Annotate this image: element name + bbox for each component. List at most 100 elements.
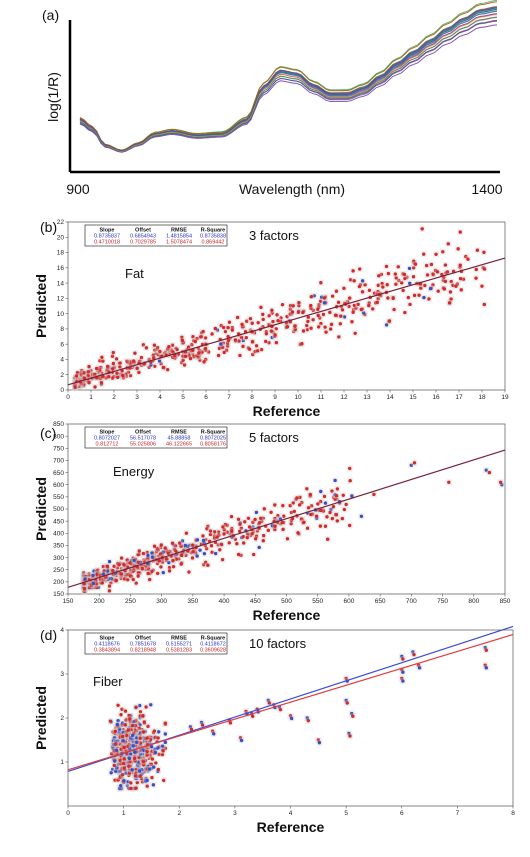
panel-a-xlabel: Wavelength (nm) <box>239 181 345 197</box>
data-point <box>316 307 320 312</box>
data-point <box>227 541 231 545</box>
data-point <box>179 360 184 365</box>
data-point <box>180 335 184 339</box>
data-point <box>187 354 191 358</box>
data-point <box>381 285 385 289</box>
data-point <box>447 480 451 484</box>
data-point <box>111 569 115 573</box>
spectrum-curve-13 <box>79 20 498 153</box>
data-point <box>285 314 289 319</box>
data-point <box>105 368 109 372</box>
data-point <box>197 351 201 355</box>
data-point <box>195 353 199 358</box>
data-point <box>105 569 110 573</box>
x-tick-label: 4 <box>158 394 162 401</box>
data-point <box>454 284 458 288</box>
data-point <box>179 544 184 548</box>
data-point <box>267 341 271 345</box>
data-point <box>356 302 360 307</box>
data-point <box>449 279 453 284</box>
data-point <box>132 756 137 761</box>
data-point <box>115 371 119 375</box>
data-point <box>161 570 165 575</box>
stats-value: 0.3843894 <box>94 648 120 654</box>
data-point <box>181 354 185 358</box>
data-point <box>321 312 326 317</box>
data-point <box>131 744 135 748</box>
stats-value: 0.6854943 <box>130 234 156 240</box>
data-point <box>136 574 140 578</box>
data-point <box>341 493 345 498</box>
x-tick-label: 6 <box>204 394 208 401</box>
data-point <box>82 586 87 591</box>
data-point <box>250 714 255 718</box>
data-point <box>122 778 126 783</box>
data-point <box>259 347 264 352</box>
data-point <box>401 288 405 293</box>
x-tick-label: 2 <box>112 394 116 401</box>
spectrum-curve-25 <box>79 14 498 152</box>
data-point <box>161 365 166 370</box>
data-point <box>239 738 244 743</box>
panel-d: (d) 0 1 2 3 4 5 6 7 81234ReferencePredictedSlope… <box>33 625 515 835</box>
data-point <box>120 772 125 777</box>
data-point <box>116 703 120 707</box>
data-point <box>114 742 118 746</box>
data-point <box>292 509 297 514</box>
data-point <box>386 271 391 276</box>
data-point <box>136 552 140 557</box>
data-point <box>155 571 160 576</box>
panel-a-ylabel: log(1/R) <box>45 72 61 122</box>
data-point <box>348 466 352 471</box>
x-tick-label: 13 <box>363 394 371 401</box>
data-point <box>498 480 503 484</box>
data-point <box>293 327 298 331</box>
data-point <box>247 347 252 351</box>
data-point <box>235 542 239 546</box>
data-point <box>119 576 123 580</box>
x-tick-label: 11 <box>318 394 325 401</box>
data-point <box>441 250 445 254</box>
data-point <box>240 322 244 327</box>
data-point <box>357 284 362 289</box>
data-point <box>110 376 115 380</box>
stats-value: 0.5381283 <box>166 648 192 654</box>
data-point <box>162 778 166 783</box>
data-point <box>167 560 171 565</box>
data-point <box>474 276 478 280</box>
data-point <box>436 289 440 293</box>
spectrum-curve-17 <box>79 24 498 153</box>
data-point <box>152 729 157 733</box>
data-point <box>146 571 150 576</box>
data-point <box>314 514 319 518</box>
data-point <box>147 577 152 582</box>
data-point <box>295 496 299 500</box>
data-point <box>475 248 480 252</box>
data-point <box>100 355 104 359</box>
data-point <box>236 517 241 522</box>
data-point <box>119 713 123 717</box>
data-point <box>114 357 119 361</box>
x-axis-title: Reference <box>257 819 325 835</box>
data-point <box>112 763 116 768</box>
data-point <box>316 313 320 318</box>
spectrum-curve-26 <box>79 9 498 152</box>
data-point <box>403 276 407 281</box>
x-tick-label: 250 <box>125 598 136 605</box>
stats-value: 0.8218948 <box>130 648 156 654</box>
data-point <box>261 539 265 543</box>
y-tick-label: 12 <box>57 296 65 303</box>
data-point <box>113 729 118 734</box>
x-tick-label: 8 <box>511 810 515 817</box>
data-point <box>289 521 293 526</box>
data-point <box>181 358 185 362</box>
data-point <box>245 532 250 536</box>
data-point <box>259 305 263 310</box>
data-point <box>152 544 157 548</box>
data-point <box>279 316 283 320</box>
data-point <box>371 307 375 311</box>
data-point <box>75 371 80 375</box>
data-point <box>311 308 315 313</box>
data-point <box>456 247 460 251</box>
data-point <box>115 566 120 570</box>
